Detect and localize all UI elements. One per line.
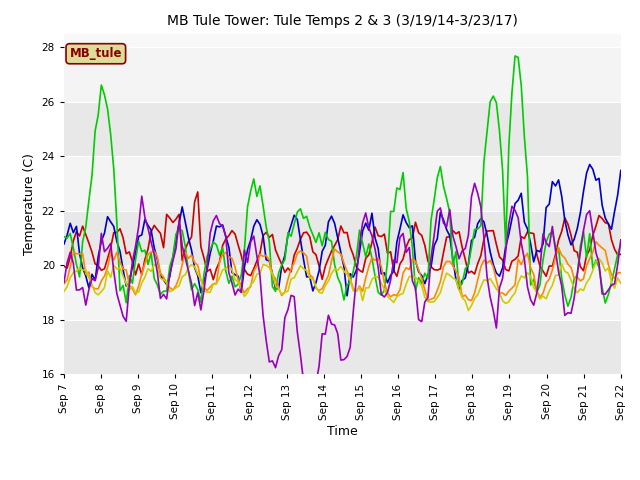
Tul2_Ts-8 — [278, 262, 285, 267]
Tul2_Ts-8 — [60, 264, 68, 269]
Tul3_Ts-8 — [125, 282, 133, 288]
Tul3_Ts-8 — [60, 281, 68, 287]
Tul2_Tw+10 — [272, 288, 280, 294]
Tul3_Tw+10 — [60, 279, 68, 285]
Tul2_Ts0 — [558, 193, 566, 199]
Tul3_Ts-8 — [592, 239, 600, 245]
Tul3_Ts0 — [125, 287, 133, 293]
Tul2_Tw+10 — [617, 240, 625, 246]
Bar — [64, 47, 621, 102]
Tul3_Tw+10 — [125, 282, 133, 288]
Tul2_Tw+10 — [605, 292, 612, 298]
Line: Tul2_Ts0: Tul2_Ts0 — [64, 165, 621, 296]
Tul2_Tw+10 — [125, 273, 133, 278]
Tul3_Tw+10 — [605, 287, 612, 293]
Y-axis label: Temperature (C): Temperature (C) — [23, 153, 36, 255]
Tul2_Ts0 — [586, 162, 593, 168]
Tul2_Ts-8 — [125, 249, 133, 255]
Tul2_Ts-8 — [194, 189, 202, 195]
Line: Tul3_Ts0: Tul3_Ts0 — [64, 258, 621, 311]
Tul3_Ts0 — [465, 308, 472, 313]
Tul2_Ts0 — [70, 230, 77, 236]
Tul2_Ts-8 — [561, 215, 569, 221]
Line: Tul3_Ts-8: Tul3_Ts-8 — [64, 242, 621, 300]
Tul3_Ts-8 — [175, 275, 183, 280]
Tul3_Ts0 — [595, 255, 603, 261]
Tul2_Ts0 — [605, 221, 612, 227]
X-axis label: Time: Time — [327, 425, 358, 438]
Bar — [64, 320, 621, 374]
Tul2_Tw+10 — [60, 234, 68, 240]
Tul3_Ts-8 — [272, 276, 280, 282]
Tul3_Tw+10 — [471, 180, 479, 186]
Title: MB Tule Tower: Tule Temps 2 & 3 (3/19/14-3/23/17): MB Tule Tower: Tule Temps 2 & 3 (3/19/14… — [167, 14, 518, 28]
Tul2_Ts-8 — [617, 252, 625, 257]
Tul3_Ts0 — [175, 283, 183, 288]
Tul3_Tw+10 — [70, 261, 77, 266]
Tul2_Ts-8 — [209, 277, 217, 283]
Tul2_Ts0 — [272, 286, 280, 292]
Line: Tul3_Tw+10: Tul3_Tw+10 — [64, 183, 621, 403]
Tul2_Tw+10 — [175, 226, 183, 232]
Bar — [64, 211, 621, 265]
Tul3_Ts0 — [272, 283, 280, 289]
Line: Tul2_Ts-8: Tul2_Ts-8 — [64, 192, 621, 280]
Tul2_Ts0 — [617, 168, 625, 173]
Tul2_Tw+10 — [558, 276, 566, 281]
Tul2_Ts0 — [125, 281, 133, 287]
Tul3_Ts0 — [558, 261, 566, 267]
Line: Tul2_Tw+10: Tul2_Tw+10 — [64, 56, 621, 306]
Tul3_Ts-8 — [70, 250, 77, 255]
Tul3_Tw+10 — [306, 400, 314, 406]
Tul3_Ts-8 — [468, 298, 476, 303]
Tul3_Ts0 — [60, 288, 68, 294]
Bar — [64, 102, 621, 156]
Tul3_Ts0 — [617, 280, 625, 286]
Tul2_Tw+10 — [564, 303, 572, 309]
Tul3_Tw+10 — [561, 312, 569, 318]
Tul2_Ts0 — [175, 220, 183, 226]
Tul3_Tw+10 — [617, 237, 625, 243]
Tul2_Tw+10 — [70, 245, 77, 251]
Tul3_Ts0 — [70, 270, 77, 276]
Tul3_Ts-8 — [605, 262, 612, 267]
Tul2_Ts-8 — [70, 238, 77, 244]
Text: MB_tule: MB_tule — [70, 47, 122, 60]
Tul2_Ts-8 — [605, 220, 612, 226]
Tul3_Ts-8 — [558, 252, 566, 258]
Tul2_Ts0 — [343, 293, 351, 299]
Tul2_Ts-8 — [175, 212, 183, 217]
Tul2_Tw+10 — [511, 53, 519, 59]
Tul3_Ts0 — [605, 265, 612, 271]
Bar — [64, 156, 621, 211]
Tul3_Ts-8 — [617, 270, 625, 276]
Tul2_Ts0 — [60, 241, 68, 247]
Bar — [64, 265, 621, 320]
Tul3_Tw+10 — [175, 218, 183, 224]
Tul3_Tw+10 — [272, 365, 280, 371]
